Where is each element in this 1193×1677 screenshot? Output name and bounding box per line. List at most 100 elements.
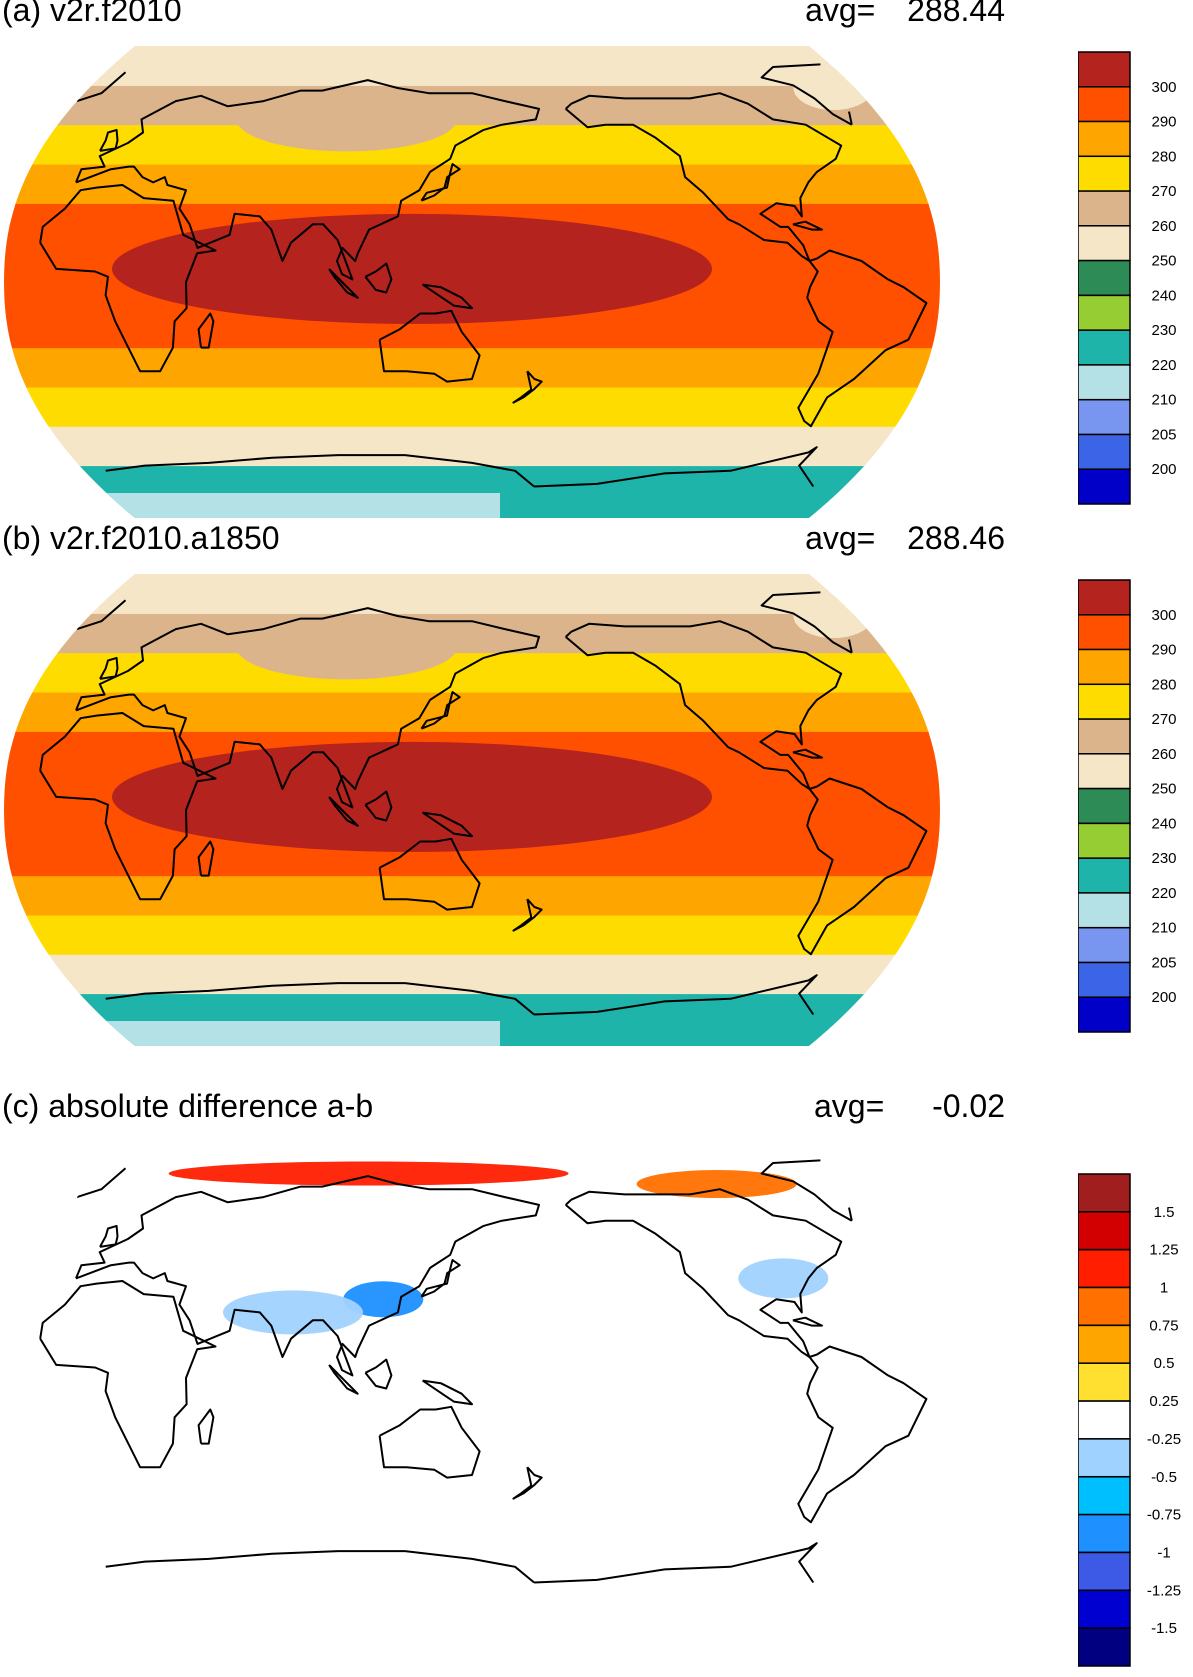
- colorbar-tick-label: 1: [1160, 1280, 1168, 1297]
- colorbar-box: [1078, 294, 1131, 331]
- coastline-australia: [378, 837, 481, 911]
- colorbar-box: [1078, 683, 1131, 720]
- colorbar-tick-label: 300: [1151, 607, 1176, 624]
- warm-pool: [112, 741, 712, 852]
- coastline-antarctica: [105, 974, 818, 1016]
- colorbar-tick-label: 290: [1151, 642, 1176, 659]
- colorbar-tick-label: 280: [1151, 148, 1176, 165]
- coastline-antarctica: [105, 446, 818, 488]
- zonal-band: [4, 386, 940, 427]
- colorbar-tick-label: 290: [1151, 114, 1176, 131]
- colorbar-box: [1078, 996, 1131, 1033]
- zonal-band: [4, 914, 940, 955]
- colorbar-tick-label: 260: [1151, 218, 1176, 235]
- coastlines: [39, 63, 928, 488]
- panel-title: (c) absolute difference a-b: [2, 1088, 374, 1124]
- colorbar-tick-label: -0.25: [1147, 1431, 1181, 1448]
- zonal-band: [4, 875, 940, 916]
- colorbar-box: [1078, 648, 1131, 686]
- colorbar-tick-label: 250: [1151, 781, 1176, 798]
- coastline-uk: [99, 656, 119, 680]
- coastline-newguinea: [422, 283, 473, 310]
- coastline-africa: [39, 1280, 217, 1469]
- zonal-band: [4, 692, 940, 732]
- colorbar-box: [1078, 614, 1131, 651]
- panel-average: avg= 288.46: [805, 520, 1005, 557]
- anomaly-region: [738, 1258, 829, 1299]
- coastline-eurasia: [75, 607, 540, 809]
- colorbar-tick-label: 220: [1151, 357, 1176, 374]
- colorbar-tick-label: 230: [1151, 850, 1176, 867]
- colorbar-box: [1078, 753, 1131, 790]
- coastline-borneo: [364, 262, 393, 294]
- colorbar-tick-label: 230: [1151, 322, 1176, 339]
- coastline-newzealand: [512, 1466, 543, 1500]
- coastline-japan: [420, 1259, 461, 1298]
- coastline-australia: [378, 1405, 481, 1479]
- colorbar-box: [1078, 225, 1131, 262]
- colorbar-tick-label: 0.25: [1149, 1393, 1178, 1410]
- coastline-madagascar: [197, 840, 215, 877]
- colorbar-tick-label: 0.75: [1149, 1317, 1178, 1334]
- coastline-greenland: [76, 591, 853, 654]
- colorbar-box: [1078, 1286, 1131, 1327]
- colorbar-box: [1078, 86, 1131, 123]
- colorbar-a: 300 290 280 270 260 250 240 230 220 210 205 200: [1078, 48, 1188, 508]
- coastline-borneo: [364, 790, 393, 822]
- zonal-band: [4, 347, 940, 388]
- colorbar-box: [1078, 259, 1131, 297]
- colorbar-box: [1078, 718, 1131, 755]
- avg-value: 288.44: [907, 0, 1005, 28]
- antarctic-interior: [100, 1021, 500, 1046]
- colorbar-tick-label: 200: [1151, 989, 1176, 1006]
- colorbar-tick-label: 210: [1151, 920, 1176, 937]
- coastline-newzealand: [512, 898, 543, 932]
- coastline-antarctica: [105, 1542, 818, 1584]
- panel-title: (b) v2r.f2010.a1850: [2, 520, 280, 556]
- colorbar-tick-label: 200: [1151, 461, 1176, 478]
- avg-value: -0.02: [932, 1088, 1005, 1124]
- warm-pool: [112, 213, 712, 324]
- coastline-madagascar: [197, 312, 215, 349]
- colorbar-box: [1078, 1551, 1131, 1592]
- coastline-japan: [420, 163, 461, 202]
- anomaly-region: [223, 1290, 363, 1335]
- colorbar-box: [1078, 1627, 1131, 1667]
- colorbar-b: 300 290 280 270 260 250 240 230 220 210 205 200: [1078, 576, 1188, 1036]
- colorbar-tick-label: 220: [1151, 885, 1176, 902]
- colorbar-box: [1078, 468, 1131, 505]
- zonal-band: [4, 652, 940, 693]
- map-temperature-a: [4, 46, 940, 518]
- coastline-northamerica: [565, 620, 843, 790]
- antarctic-interior: [100, 493, 500, 518]
- siberia-cold: [236, 87, 457, 152]
- colorbar-box: [1078, 1362, 1131, 1402]
- coastline-newguinea: [422, 811, 473, 838]
- zonal-band: [4, 85, 940, 126]
- coastline-sumatra: [328, 268, 359, 299]
- zonal-band: [4, 426, 940, 467]
- map-temperature-b: [4, 574, 940, 1046]
- coastlines: [39, 591, 928, 1016]
- colorbar-tick-label: -0.75: [1147, 1507, 1181, 1524]
- map-fill: [4, 46, 940, 518]
- colorbar-tick-label: 250: [1151, 253, 1176, 270]
- coastline-cuba: [792, 1316, 823, 1327]
- colorbar-tick-label: 0.5: [1154, 1355, 1175, 1372]
- colorbar-box: [1078, 579, 1131, 616]
- colorbar-box: [1078, 1173, 1131, 1213]
- coastline-eurasia: [75, 1175, 540, 1377]
- coastline-africa: [39, 184, 217, 373]
- panel-b: (b) v2r.f2010.a1850 avg= 288.46 300 290 28…: [0, 520, 1193, 1088]
- zonal-band: [4, 164, 940, 204]
- coastline-borneo: [364, 1358, 393, 1390]
- colorbar-tick-label: 280: [1151, 676, 1176, 693]
- colorbar-tick-label: -0.5: [1151, 1469, 1177, 1486]
- coastlines: [39, 1159, 928, 1584]
- coastline-australia: [378, 309, 481, 383]
- coastline-newzealand: [512, 370, 543, 404]
- colorbar-box: [1078, 1324, 1131, 1364]
- zonal-band: [4, 954, 940, 995]
- coastline-southamerica: [797, 1345, 928, 1524]
- map-fill: [4, 574, 940, 1046]
